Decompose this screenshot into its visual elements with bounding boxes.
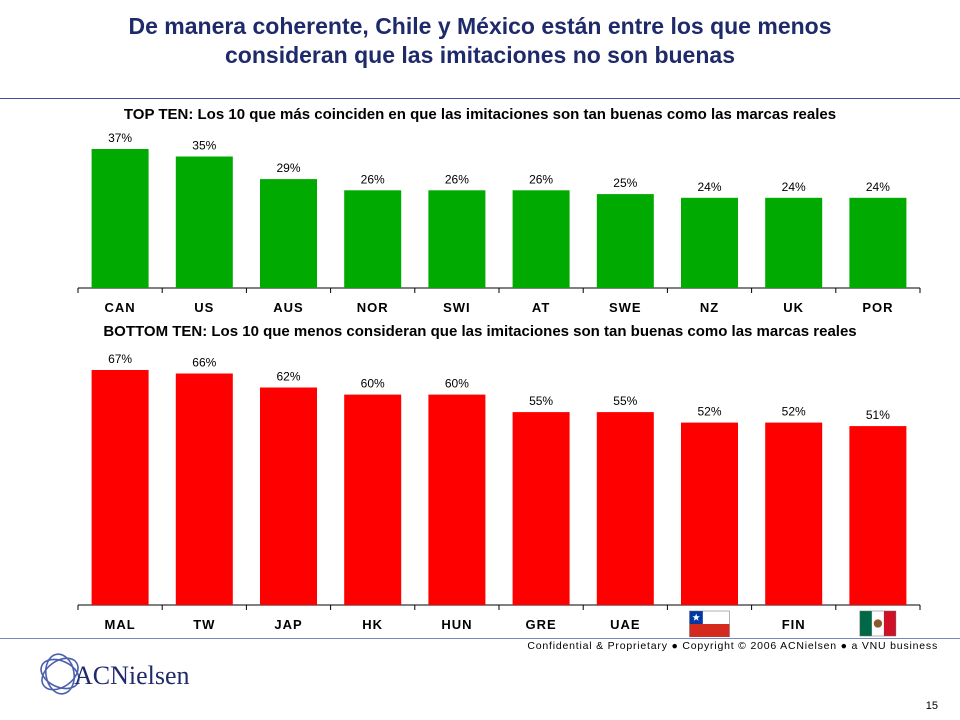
bar-us	[175, 156, 233, 288]
category-label: HK	[362, 617, 383, 632]
logo-wordmark: ACNielsen	[74, 661, 190, 690]
bottom-ten-bar-chart: 67% MAL 66% TW 62% JAP 60% HK 60% HUN 55% GRE 55% UAE…	[77, 352, 921, 637]
category-label: UK	[783, 300, 804, 315]
category-label: NZ	[700, 300, 719, 315]
x-axis	[77, 287, 921, 293]
title-divider	[0, 98, 960, 99]
category-label: AUS	[273, 300, 303, 315]
bar-swe	[596, 194, 654, 288]
value-label: 55%	[613, 394, 637, 408]
category-label: HUN	[441, 617, 472, 632]
category-label: SWI	[443, 300, 471, 315]
category-label: POR	[862, 300, 893, 315]
bar-gre	[512, 412, 570, 605]
category-label: JAP	[274, 617, 302, 632]
value-label: 24%	[782, 180, 806, 194]
category-label: NOR	[357, 300, 389, 315]
value-label: 62%	[276, 370, 300, 384]
bottom-ten-chart-title: BOTTOM TEN: Los 10 que menos consideran …	[103, 323, 857, 340]
x-axis	[77, 604, 921, 610]
value-label: 60%	[445, 377, 469, 391]
chile-flag-icon	[689, 610, 730, 637]
confidential-notice: Confidential & Proprietary ● Copyright ©…	[527, 640, 938, 652]
category-label: FIN	[782, 617, 806, 632]
bar-nz	[681, 197, 738, 288]
bar-uk	[765, 197, 823, 288]
category-label: GRE	[526, 617, 557, 632]
bar-nor	[344, 190, 402, 288]
bar-aus	[260, 179, 317, 288]
bar-at	[512, 190, 570, 288]
value-label: 24%	[697, 180, 721, 194]
value-label: 51%	[866, 408, 890, 422]
bar-por	[849, 197, 907, 288]
value-label: 26%	[529, 172, 553, 186]
bar-jap	[260, 387, 317, 605]
category-label: TW	[193, 617, 215, 632]
mexico-flag-icon	[859, 610, 897, 637]
category-label: US	[194, 300, 214, 315]
bar-mexico-flag-icon	[849, 426, 907, 605]
bar-chile-flag-icon	[681, 422, 738, 605]
value-label: 60%	[361, 377, 385, 391]
value-label: 29%	[276, 161, 300, 175]
bar-mal	[91, 370, 149, 605]
value-label: 25%	[613, 176, 637, 190]
title-line-2: consideran que las imitaciones no son bu…	[225, 42, 735, 68]
bar-hun	[428, 394, 486, 605]
category-label: AT	[532, 300, 550, 315]
bar-can	[91, 149, 149, 288]
bar-fin	[765, 422, 823, 605]
value-label: 35%	[192, 139, 216, 153]
value-label: 52%	[782, 405, 806, 419]
category-label: MAL	[105, 617, 136, 632]
value-label: 67%	[108, 352, 132, 366]
top-ten-bar-chart: 37% CAN 35% US 29% AUS 26% NOR 26% SWI 26% AT 25% SWE…	[77, 131, 921, 315]
top-ten-chart-title: TOP TEN: Los 10 que más coinciden en que…	[123, 106, 837, 123]
bar-uae	[596, 412, 654, 605]
category-label: UAE	[610, 617, 640, 632]
value-label: 55%	[529, 394, 553, 408]
footer-divider	[0, 638, 960, 639]
bar-tw	[175, 373, 233, 605]
category-label: CAN	[105, 300, 136, 315]
acnielsen-logo: ACNielsen	[40, 653, 190, 695]
page-number: 15	[925, 700, 938, 712]
bar-hk	[344, 394, 402, 605]
title-line-1: De manera coherente, Chile y México está…	[128, 13, 832, 39]
value-label: 52%	[697, 405, 721, 419]
value-label: 37%	[108, 131, 132, 145]
value-label: 26%	[445, 172, 469, 186]
category-label: SWE	[609, 300, 642, 315]
value-label: 66%	[192, 356, 216, 370]
page-title: De manera coherente, Chile y México está…	[20, 12, 940, 70]
value-label: 26%	[361, 172, 385, 186]
value-label: 24%	[866, 180, 890, 194]
bar-swi	[428, 190, 486, 288]
